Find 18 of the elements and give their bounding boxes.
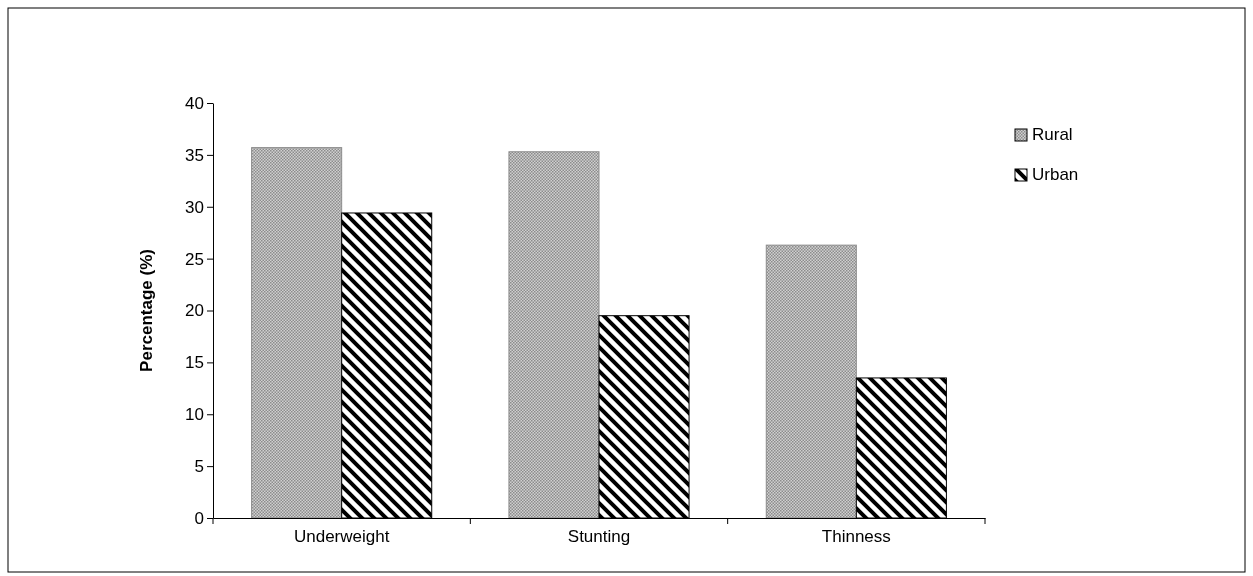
y-tick-label: 30 (185, 197, 204, 217)
y-tick-label: 0 (194, 508, 204, 528)
x-tick-label: Thinness (821, 527, 891, 547)
x-tick-label: Stunting (567, 527, 631, 547)
bar (251, 147, 343, 519)
y-tick-label: 25 (185, 249, 204, 269)
y-axis-title: Percentage (%) (137, 249, 156, 372)
bar (765, 244, 857, 519)
y-tick-label: 40 (185, 93, 204, 113)
x-tick-label: Underweight (293, 527, 390, 547)
y-tick-label: 15 (185, 353, 204, 373)
y-tick-label: 20 (185, 301, 204, 321)
legend-label: Urban (1032, 165, 1079, 184)
y-tick-label: 35 (185, 145, 204, 165)
y-tick-label: 5 (194, 457, 204, 477)
y-tick-label: 10 (185, 405, 204, 425)
legend-label: Rural (1032, 125, 1073, 144)
bar (508, 151, 600, 519)
